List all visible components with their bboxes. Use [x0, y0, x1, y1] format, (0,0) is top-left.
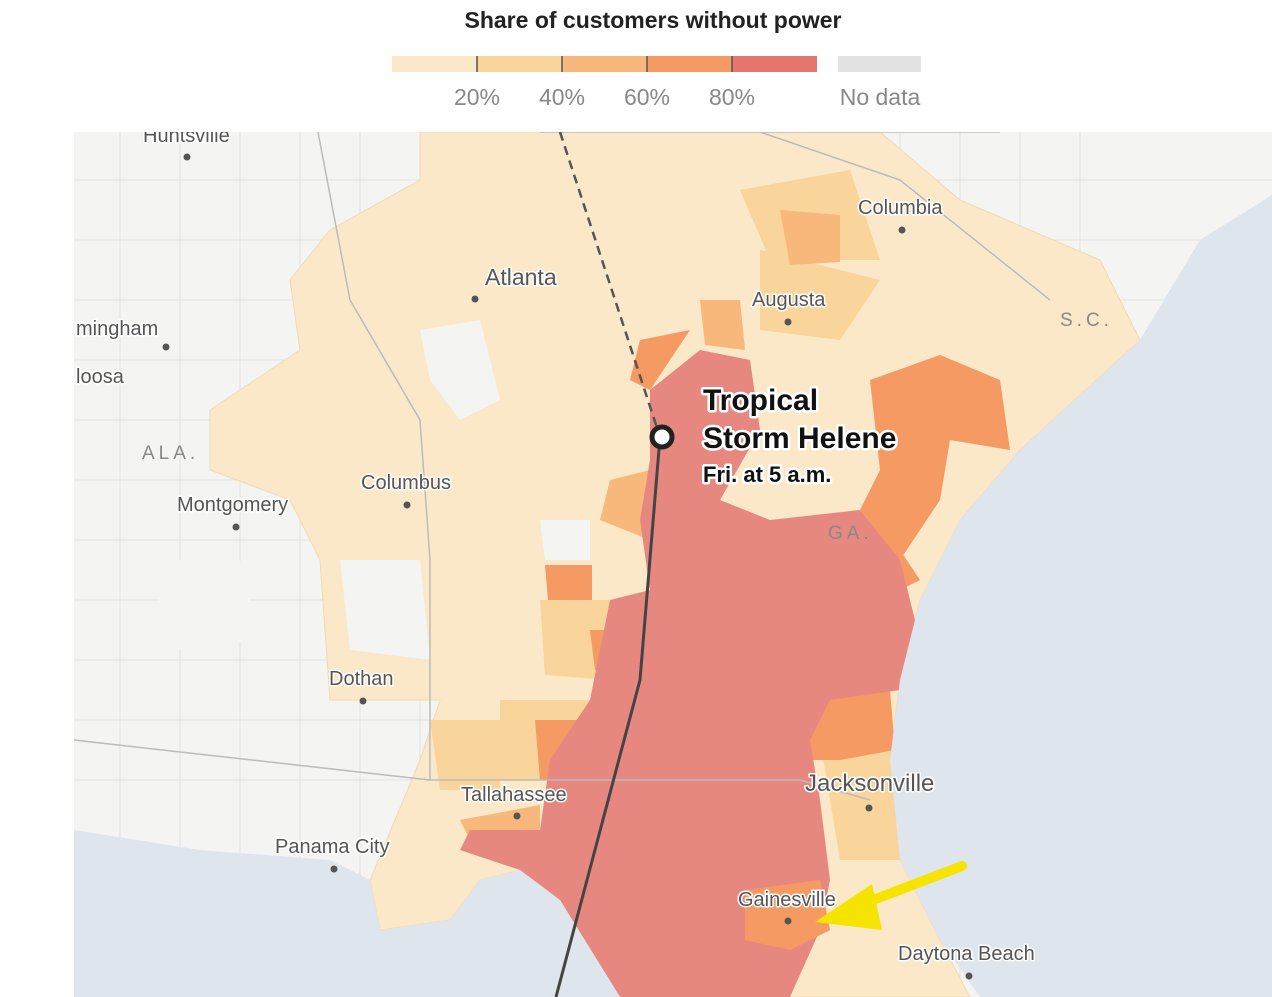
region-none [150, 320, 730, 660]
city-label: Daytona Beach [898, 943, 1035, 965]
storm-name: Storm Helene [703, 422, 896, 455]
city-dot [865, 804, 873, 812]
city-label: Augusta [752, 289, 826, 311]
city-label: Jacksonville [805, 770, 934, 797]
legend-label: No data [840, 84, 921, 110]
city-label: Montgomery [177, 494, 288, 516]
city-label: Gainesville [738, 889, 836, 911]
city-dot [403, 501, 411, 509]
legend-swatch [477, 56, 562, 72]
legend-swatch [647, 56, 732, 72]
storm-track-forecast [558, 132, 662, 438]
region-60-80 [535, 330, 1010, 950]
legend-label: 80% [709, 84, 755, 110]
atlantic-ocean [890, 195, 1272, 997]
city-dot [330, 865, 338, 873]
state-label: GA. [828, 523, 873, 544]
city-labels: Huntsville mingham loosa Atlanta Columbi… [75, 125, 1036, 980]
city-dot [232, 523, 240, 531]
city-dot [965, 972, 973, 980]
legend-label: 40% [539, 84, 585, 110]
state-borders [74, 132, 1051, 801]
map [74, 132, 1272, 997]
storm-name: Tropical [703, 384, 818, 417]
state-label: ALA. [142, 443, 199, 464]
legend-title: Share of customers without power [465, 7, 842, 33]
city-dot [162, 343, 170, 351]
city-label: Columbus [361, 472, 451, 494]
storm-time: Fri. at 5 a.m. [703, 462, 831, 487]
city-label: mingham [76, 318, 158, 340]
region-gainesville [745, 880, 830, 950]
city-label: Dothan [329, 668, 394, 690]
city-label: Atlanta [485, 264, 557, 290]
city-dot [183, 153, 191, 161]
city-label: Panama City [275, 836, 390, 858]
legend-swatch [392, 56, 477, 72]
legend-swatch [732, 56, 817, 72]
city-label: loosa [76, 366, 125, 388]
gulf-of-mexico [74, 830, 620, 997]
city-dot [784, 318, 792, 326]
annotation-arrow [815, 861, 967, 930]
region-20-40 [430, 170, 900, 860]
city-label: Tallahassee [461, 784, 567, 806]
city-label: Huntsville [143, 125, 230, 147]
city-dot [359, 697, 367, 705]
legend-label: 20% [454, 84, 500, 110]
storm-position [649, 424, 675, 450]
city-dot [898, 226, 906, 234]
city-label: Columbia [858, 197, 943, 219]
city-dot [471, 295, 479, 303]
state-label: S.C. [1060, 310, 1113, 331]
legend-label: 60% [624, 84, 670, 110]
legend-swatch [562, 56, 647, 72]
city-dot [513, 812, 521, 820]
region-80-100 [460, 350, 915, 997]
legend: 20% 40% 60% 80% No data [392, 56, 921, 110]
legend-no-data-swatch [838, 56, 921, 72]
city-dot [784, 917, 792, 925]
storm-track-past [554, 436, 662, 997]
